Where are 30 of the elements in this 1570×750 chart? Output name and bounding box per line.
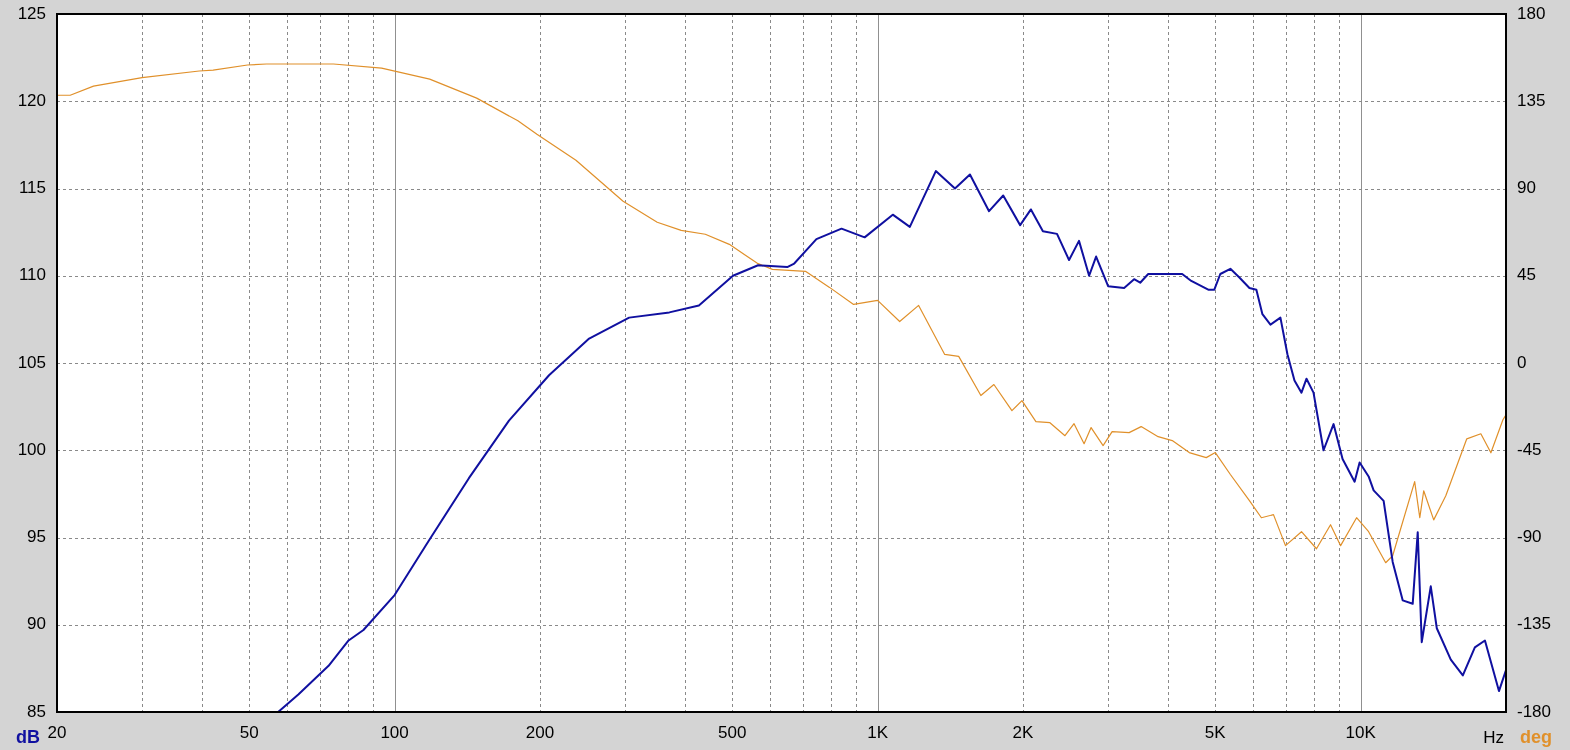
x-tick-label: 5K	[1204, 722, 1227, 742]
y-tick-label: 110	[18, 265, 46, 285]
y2-tick-label: 180	[1517, 3, 1546, 23]
y-tick-label: 90	[27, 614, 46, 634]
y-tick-label: 100	[17, 439, 46, 459]
x-tick-label: 100	[380, 722, 409, 742]
x-tick-label: 10K	[1345, 722, 1377, 742]
y2-axis-title: deg	[1520, 726, 1553, 747]
y-tick-label: 125	[17, 3, 46, 23]
x-tick-label: 50	[239, 722, 259, 742]
y-tick-label: 120	[17, 90, 46, 110]
y2-tick-label: -45	[1517, 439, 1542, 459]
x-tick-label: 200	[525, 722, 555, 742]
y2-tick-label: 90	[1517, 178, 1536, 198]
x-tick-label: 500	[718, 722, 747, 742]
x-tick-label: 1K	[867, 722, 889, 742]
y2-tick-label: 0	[1517, 352, 1527, 372]
y-tick-label: 95	[27, 527, 46, 547]
x-axis-title: Hz	[1483, 727, 1504, 747]
x-tick-label: 20	[47, 722, 67, 742]
y2-tick-label: -90	[1517, 527, 1542, 547]
y-tick-label: 115	[18, 178, 46, 198]
y-tick-label: 105	[17, 352, 46, 372]
y2-tick-label: 45	[1517, 265, 1536, 285]
y-axis-title: dB	[16, 726, 40, 747]
y2-tick-label: -135	[1517, 614, 1552, 634]
y-tick-label: 85	[27, 701, 46, 721]
x-tick-label: 2K	[1012, 722, 1035, 742]
y2-tick-label: 135	[1517, 90, 1546, 110]
y2-tick-label: -180	[1517, 701, 1552, 721]
